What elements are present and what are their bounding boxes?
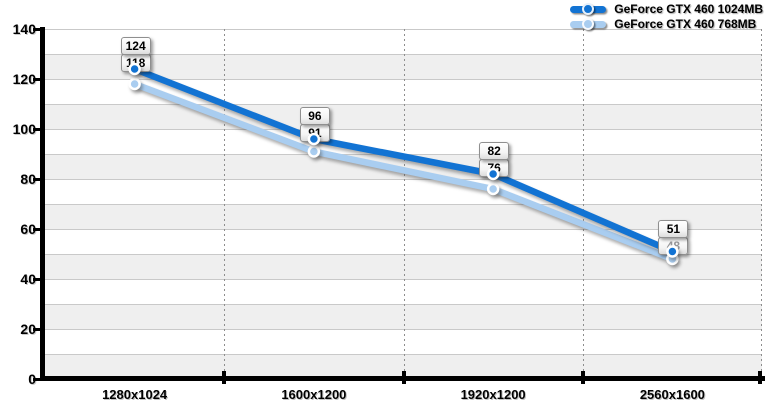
series-marker-icon [570,17,607,30]
x-axis-category-label: 2560x1600 [639,387,705,402]
y-axis-tick-label: 140 [12,21,36,37]
data-label: 124 [120,37,151,55]
category-separator [224,29,226,379]
data-label: 82 [479,142,510,160]
y-axis-tick-label: 100 [12,121,36,137]
data-point-marker [128,77,141,91]
y-axis-tick-label: 120 [12,71,36,87]
series-lines [131,65,676,263]
y-axis-tick [33,227,41,231]
y-axis-tick-label: 0 [0,371,36,387]
data-label: 96 [299,107,330,125]
x-axis-category-label: 1920x1200 [460,387,526,402]
data-point-marker [307,145,321,158]
x-axis-category-label: 1280x1024 [102,387,168,402]
y-axis-tick [33,277,41,281]
y-axis-tick [33,27,41,31]
legend-label: GeForce GTX 460 768MB [614,16,757,31]
y-axis-tick [33,127,41,131]
data-point-marker [666,245,679,258]
legend: GeForce GTX 460 1024MB GeForce GTX 460 7… [570,1,763,31]
y-axis-tick-label: 80 [20,171,36,187]
legend-item: GeForce GTX 460 1024MB [570,1,763,16]
y-axis-tick [33,377,41,381]
y-axis-tick [33,177,41,181]
x-axis-tick [401,371,406,384]
x-axis-tick [580,371,585,384]
y-axis-tick-label: 20 [20,321,36,337]
y-axis-tick-label: 40 [20,271,36,287]
data-point-marker [486,182,500,196]
data-point-marker [486,167,500,181]
legend-label: GeForce GTX 460 1024MB [614,1,763,16]
plot-area: 124118969182765148 [45,27,762,381]
series-line-0 [131,65,676,255]
plot-right-border [761,29,762,379]
category-separator [582,29,584,379]
data-point-marker [128,62,141,76]
data-point-marker [307,132,321,146]
x-axis-tick [222,371,227,384]
x-axis-tick [758,371,762,384]
y-axis-tick [33,77,41,81]
series-markers [128,62,679,266]
category-separator [403,29,405,379]
y-axis-tick-label: 60 [20,221,36,237]
data-label: 51 [658,219,689,238]
series-marker-icon [570,2,607,15]
y-axis-line [40,27,45,381]
x-axis-category-label: 1600x1200 [281,387,347,402]
y-axis-tick [33,327,41,331]
series-line-1 [131,80,676,263]
legend-item: GeForce GTX 460 768MB [570,16,763,31]
